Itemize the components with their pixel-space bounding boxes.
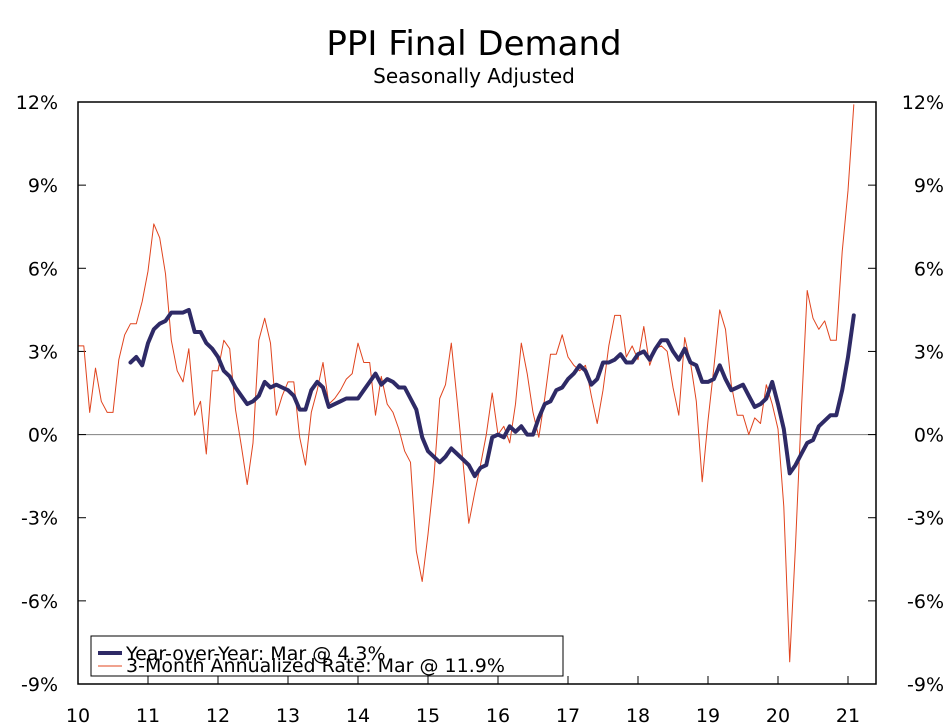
x-tick-label: 18 bbox=[626, 705, 650, 727]
y-tick-label-left: -6% bbox=[21, 591, 58, 613]
y-tick-label-left: 12% bbox=[16, 92, 58, 114]
plot-frame bbox=[77, 101, 877, 685]
x-tick-label: 10 bbox=[66, 705, 90, 727]
y-tick-label-left: 6% bbox=[28, 258, 58, 280]
legend-label-3m: 3-Month Annualized Rate: Mar @ 11.9% bbox=[126, 655, 505, 677]
right-axis-ticks: 12% 9% 6% 3% 0% -3% -6% -9% bbox=[868, 92, 944, 696]
legend-box bbox=[90, 635, 564, 677]
y-tick-label-left: -3% bbox=[21, 508, 58, 530]
y-tick-label-left: 0% bbox=[28, 425, 58, 447]
y-tick-label-right: -3% bbox=[907, 508, 944, 530]
x-axis-ticks: 10 11 12 13 14 15 16 17 18 19 20 21 bbox=[66, 676, 860, 727]
y-tick-label-right: 12% bbox=[902, 92, 944, 114]
x-tick-label: 17 bbox=[556, 705, 580, 727]
legend-label-yoy: Year-over-Year: Mar @ 4.3% bbox=[125, 643, 386, 665]
y-tick-label-right: 0% bbox=[914, 425, 944, 447]
x-tick-label: 16 bbox=[486, 705, 510, 727]
x-tick-label: 19 bbox=[696, 705, 720, 727]
y-tick-label-left: -9% bbox=[21, 674, 58, 696]
series-line-year-over-year bbox=[128, 307, 856, 479]
y-tick-label-right: -6% bbox=[907, 591, 944, 613]
y-tick-label-left: 9% bbox=[28, 175, 58, 197]
series-line-3-month-annualized bbox=[77, 104, 855, 663]
x-tick-label: 15 bbox=[416, 705, 440, 727]
chart-title: PPI Final Demand bbox=[326, 24, 621, 64]
x-tick-label: 21 bbox=[836, 705, 860, 727]
legend: Year-over-Year: Mar @ 4.3% 3-Month Annua… bbox=[90, 635, 564, 677]
left-axis-ticks: 12% 9% 6% 3% 0% -3% -6% -9% bbox=[16, 92, 86, 696]
chart-subtitle: Seasonally Adjusted bbox=[373, 64, 575, 88]
y-tick-label-left: 3% bbox=[28, 341, 58, 363]
y-tick-label-right: -9% bbox=[907, 674, 944, 696]
x-tick-label: 20 bbox=[766, 705, 790, 727]
x-tick-label: 14 bbox=[346, 705, 370, 727]
x-tick-label: 12 bbox=[206, 705, 230, 727]
y-tick-label-right: 3% bbox=[914, 341, 944, 363]
x-tick-label: 13 bbox=[276, 705, 300, 727]
y-tick-label-right: 9% bbox=[914, 175, 944, 197]
series-group bbox=[77, 104, 856, 663]
y-tick-label-right: 6% bbox=[914, 258, 944, 280]
x-tick-label: 11 bbox=[136, 705, 160, 727]
